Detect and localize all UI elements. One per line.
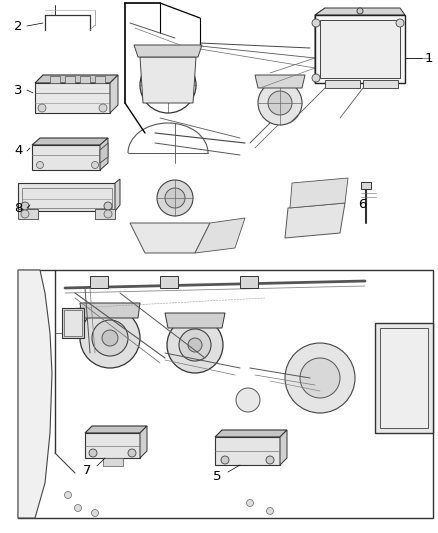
Circle shape bbox=[104, 202, 112, 210]
Bar bbox=[240, 276, 258, 288]
Circle shape bbox=[266, 507, 273, 514]
Text: 6: 6 bbox=[358, 198, 366, 212]
Polygon shape bbox=[315, 8, 325, 83]
Circle shape bbox=[179, 329, 211, 361]
Bar bbox=[361, 182, 371, 189]
Circle shape bbox=[266, 456, 274, 464]
Polygon shape bbox=[35, 75, 118, 83]
Circle shape bbox=[36, 161, 43, 168]
Polygon shape bbox=[115, 179, 120, 211]
Circle shape bbox=[21, 202, 29, 210]
Bar bbox=[80, 76, 90, 83]
Bar bbox=[325, 80, 360, 88]
Bar bbox=[18, 270, 433, 518]
Polygon shape bbox=[18, 183, 115, 211]
Text: 4: 4 bbox=[14, 144, 22, 157]
Circle shape bbox=[92, 320, 128, 356]
Circle shape bbox=[99, 104, 107, 112]
Polygon shape bbox=[100, 143, 108, 163]
Polygon shape bbox=[280, 430, 287, 465]
Text: 3: 3 bbox=[14, 84, 22, 96]
Text: 1: 1 bbox=[425, 52, 434, 64]
Circle shape bbox=[92, 510, 99, 516]
Circle shape bbox=[285, 343, 355, 413]
Circle shape bbox=[38, 104, 46, 112]
Circle shape bbox=[268, 91, 292, 115]
Bar bbox=[95, 76, 105, 83]
Polygon shape bbox=[195, 218, 245, 253]
Bar bbox=[90, 276, 108, 288]
Circle shape bbox=[89, 449, 97, 457]
Bar bbox=[65, 76, 75, 83]
Circle shape bbox=[80, 308, 140, 368]
Bar bbox=[95, 209, 115, 219]
Bar bbox=[62, 308, 84, 338]
Polygon shape bbox=[255, 75, 305, 88]
Text: 5: 5 bbox=[213, 470, 222, 482]
Polygon shape bbox=[80, 303, 140, 318]
Bar bbox=[22, 188, 112, 208]
Circle shape bbox=[74, 505, 81, 512]
Polygon shape bbox=[110, 75, 118, 113]
Circle shape bbox=[128, 449, 136, 457]
Bar bbox=[380, 328, 428, 428]
Bar bbox=[18, 209, 38, 219]
Polygon shape bbox=[134, 45, 202, 57]
Circle shape bbox=[258, 81, 302, 125]
Circle shape bbox=[165, 188, 185, 208]
Text: 8: 8 bbox=[14, 201, 22, 214]
Circle shape bbox=[104, 210, 112, 218]
Circle shape bbox=[236, 388, 260, 412]
Bar bbox=[315, 15, 405, 83]
Circle shape bbox=[188, 338, 202, 352]
Polygon shape bbox=[215, 430, 287, 437]
Bar bbox=[375, 323, 433, 433]
Polygon shape bbox=[130, 223, 210, 253]
Bar bbox=[320, 20, 400, 78]
Circle shape bbox=[312, 19, 320, 27]
Polygon shape bbox=[165, 313, 225, 328]
Bar bbox=[215, 437, 280, 465]
Bar bbox=[160, 276, 178, 288]
Bar bbox=[363, 80, 398, 88]
Text: 2: 2 bbox=[14, 20, 22, 33]
Circle shape bbox=[221, 456, 229, 464]
Polygon shape bbox=[32, 138, 108, 145]
Circle shape bbox=[357, 8, 363, 14]
Polygon shape bbox=[290, 178, 348, 208]
Bar bbox=[64, 310, 82, 336]
Bar bbox=[103, 458, 123, 466]
Circle shape bbox=[64, 491, 71, 498]
Circle shape bbox=[21, 210, 29, 218]
Circle shape bbox=[167, 317, 223, 373]
Polygon shape bbox=[18, 270, 52, 518]
Circle shape bbox=[247, 499, 254, 506]
Polygon shape bbox=[140, 57, 196, 103]
Polygon shape bbox=[140, 426, 147, 458]
Circle shape bbox=[396, 19, 404, 27]
Polygon shape bbox=[285, 203, 345, 238]
Bar bbox=[35, 83, 110, 113]
Circle shape bbox=[157, 180, 193, 216]
Circle shape bbox=[312, 74, 320, 82]
Circle shape bbox=[92, 161, 99, 168]
Polygon shape bbox=[315, 8, 405, 15]
Circle shape bbox=[300, 358, 340, 398]
Bar bbox=[50, 76, 60, 83]
Circle shape bbox=[161, 78, 175, 92]
Polygon shape bbox=[85, 426, 147, 433]
Bar bbox=[85, 433, 140, 458]
Text: 7: 7 bbox=[83, 464, 92, 477]
Circle shape bbox=[102, 330, 118, 346]
Bar bbox=[32, 145, 100, 170]
Polygon shape bbox=[100, 138, 108, 170]
